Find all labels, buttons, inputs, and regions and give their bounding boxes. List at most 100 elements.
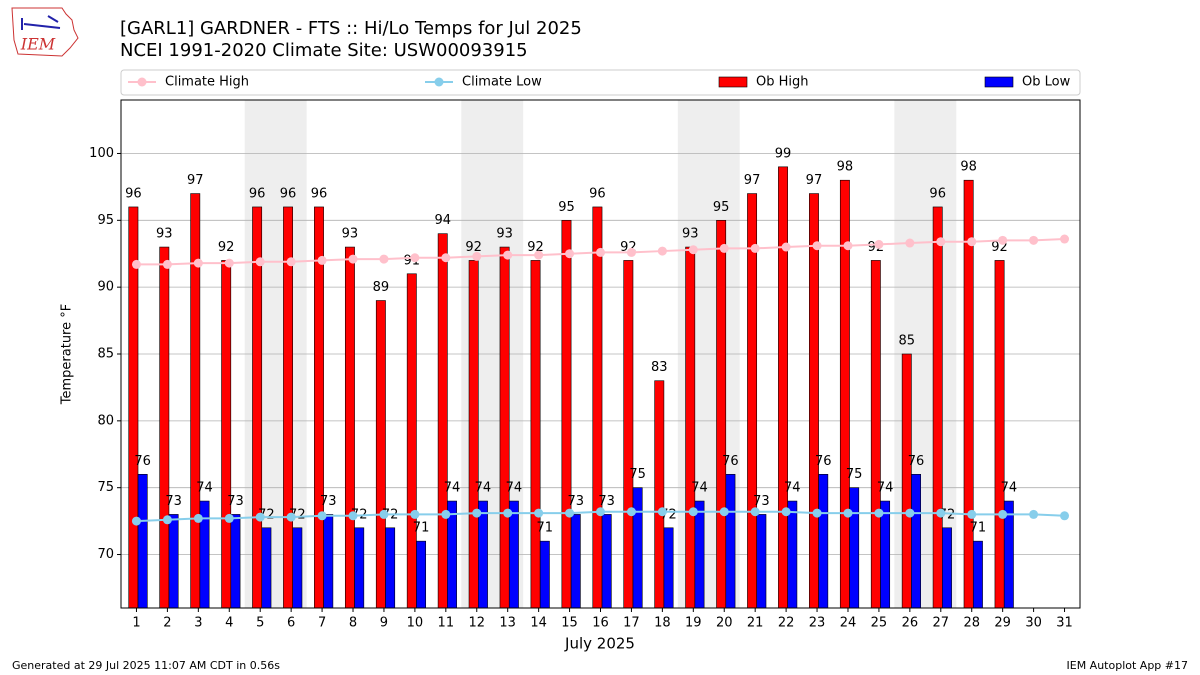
point [936, 237, 946, 247]
value-label: 73 [567, 494, 584, 509]
bar [168, 514, 179, 609]
point [534, 508, 544, 518]
value-label: 71 [537, 521, 554, 536]
legend [120, 69, 1081, 96]
value-label: 96 [311, 186, 328, 201]
bar [344, 246, 355, 609]
point [750, 243, 760, 253]
bar [292, 527, 303, 609]
value-label: 97 [806, 173, 823, 188]
value-label: 71 [970, 521, 987, 536]
point [1029, 235, 1039, 245]
bar [747, 193, 758, 609]
point [719, 243, 729, 253]
x-tick-label: 6 [287, 616, 295, 631]
point [626, 507, 636, 517]
point [472, 508, 482, 518]
logo: IEM [11, 7, 79, 57]
legend-label: Climate Low [462, 75, 542, 90]
bar [230, 514, 241, 609]
x-tick-label: 14 [530, 616, 547, 631]
point [1060, 234, 1070, 244]
point [1029, 509, 1039, 519]
value-label: 92 [218, 240, 235, 255]
chart-subtitle: NCEI 1991-2020 Climate Site: USW00093915 [120, 40, 528, 61]
value-label: 75 [629, 467, 646, 482]
point [224, 258, 234, 268]
point [781, 507, 791, 517]
bar [499, 246, 510, 609]
bar [375, 300, 386, 609]
y-tick-label: 100 [89, 146, 114, 161]
bar [354, 527, 365, 609]
point [162, 259, 172, 269]
value-label: 93 [682, 227, 699, 242]
x-tick-label: 8 [349, 616, 357, 631]
value-label: 74 [506, 481, 523, 496]
x-tick-label: 4 [225, 616, 233, 631]
y-tick-label: 75 [97, 480, 114, 495]
legend-label: Ob Low [1022, 75, 1071, 90]
footer-right: IEM Autoplot App #17 [1067, 659, 1189, 672]
x-tick-label: 19 [685, 616, 702, 631]
x-tick-label: 17 [623, 616, 640, 631]
bar [323, 514, 334, 609]
x-tick-label: 26 [902, 616, 919, 631]
x-tick-label: 27 [933, 616, 950, 631]
bar [911, 474, 921, 609]
x-tick-label: 10 [407, 616, 424, 631]
y-tick-label: 80 [97, 413, 114, 428]
value-label: 74 [784, 481, 801, 496]
x-tick-label: 13 [499, 616, 516, 631]
value-label: 76 [815, 454, 832, 469]
value-label: 74 [877, 481, 894, 496]
logo-icon [21, 15, 61, 30]
value-label: 73 [165, 494, 182, 509]
x-tick-label: 25 [871, 616, 888, 631]
bar [508, 500, 519, 609]
bar [530, 260, 541, 609]
point [193, 513, 203, 523]
point [286, 512, 296, 522]
value-label: 97 [187, 173, 204, 188]
value-label: 93 [342, 227, 359, 242]
legend-marker [137, 77, 147, 87]
point [596, 507, 605, 517]
x-tick-label: 3 [194, 616, 202, 631]
value-label: 76 [722, 454, 739, 469]
point [317, 255, 327, 265]
x-tick-label: 24 [840, 616, 857, 631]
point [193, 258, 203, 268]
bar [809, 193, 819, 609]
point [162, 515, 172, 525]
bar [570, 514, 581, 609]
value-label: 74 [1001, 481, 1018, 496]
point [472, 251, 482, 261]
x-tick-label: 12 [468, 616, 485, 631]
x-tick-label: 5 [256, 616, 264, 631]
point [1060, 511, 1070, 521]
point [565, 508, 575, 518]
bar [870, 260, 881, 609]
bar [972, 540, 983, 609]
point [905, 238, 915, 248]
value-label: 93 [496, 227, 513, 242]
point [874, 508, 884, 518]
bar [190, 193, 201, 609]
x-tick-label: 18 [654, 616, 671, 631]
legend-label: Ob High [756, 75, 809, 90]
point [255, 257, 265, 267]
value-label: 96 [249, 186, 266, 201]
bar [778, 166, 788, 609]
x-tick-label: 11 [438, 616, 455, 631]
point [843, 241, 853, 251]
bar [539, 540, 550, 609]
x-tick-label: 22 [778, 616, 795, 631]
point [936, 508, 946, 518]
point [998, 509, 1008, 519]
value-label: 73 [753, 494, 770, 509]
point [688, 507, 698, 517]
bar [942, 527, 952, 609]
point [131, 516, 141, 526]
